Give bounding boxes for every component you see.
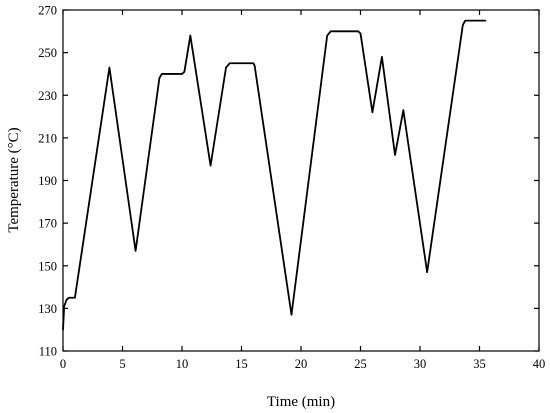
x-tick-label-10: 10 <box>176 357 189 371</box>
y-tick-label-130: 130 <box>38 302 57 316</box>
x-tick-label-15: 15 <box>235 357 248 371</box>
y-axis-title: Temperature (°C) <box>6 127 22 232</box>
temperature-series-line <box>62 19 487 331</box>
tick-labels: 0 5 10 15 20 25 30 35 40 110 130 150 170 190 210 230 250… <box>38 4 545 372</box>
x-tick-label-40: 40 <box>533 357 546 371</box>
x-tick-label-35: 35 <box>473 357 486 371</box>
plot-frame <box>62 9 540 352</box>
y-tick-label-110: 110 <box>39 345 57 359</box>
x-tick-label-30: 30 <box>414 357 427 371</box>
y-tick-label-170: 170 <box>38 217 57 231</box>
axis-ticks <box>62 9 540 352</box>
x-tick-label-5: 5 <box>119 357 125 371</box>
y-tick-label-210: 210 <box>38 131 57 145</box>
y-tick-label-150: 150 <box>38 259 57 273</box>
y-tick-label-190: 190 <box>38 174 57 188</box>
x-axis-title: Time (min) <box>267 394 335 410</box>
y-tick-label-230: 230 <box>38 89 57 103</box>
x-tick-label-0: 0 <box>60 357 66 371</box>
x-tick-label-20: 20 <box>295 357 308 371</box>
y-tick-label-250: 250 <box>38 46 57 60</box>
y-tick-label-270: 270 <box>38 4 57 18</box>
x-tick-label-25: 25 <box>354 357 367 371</box>
